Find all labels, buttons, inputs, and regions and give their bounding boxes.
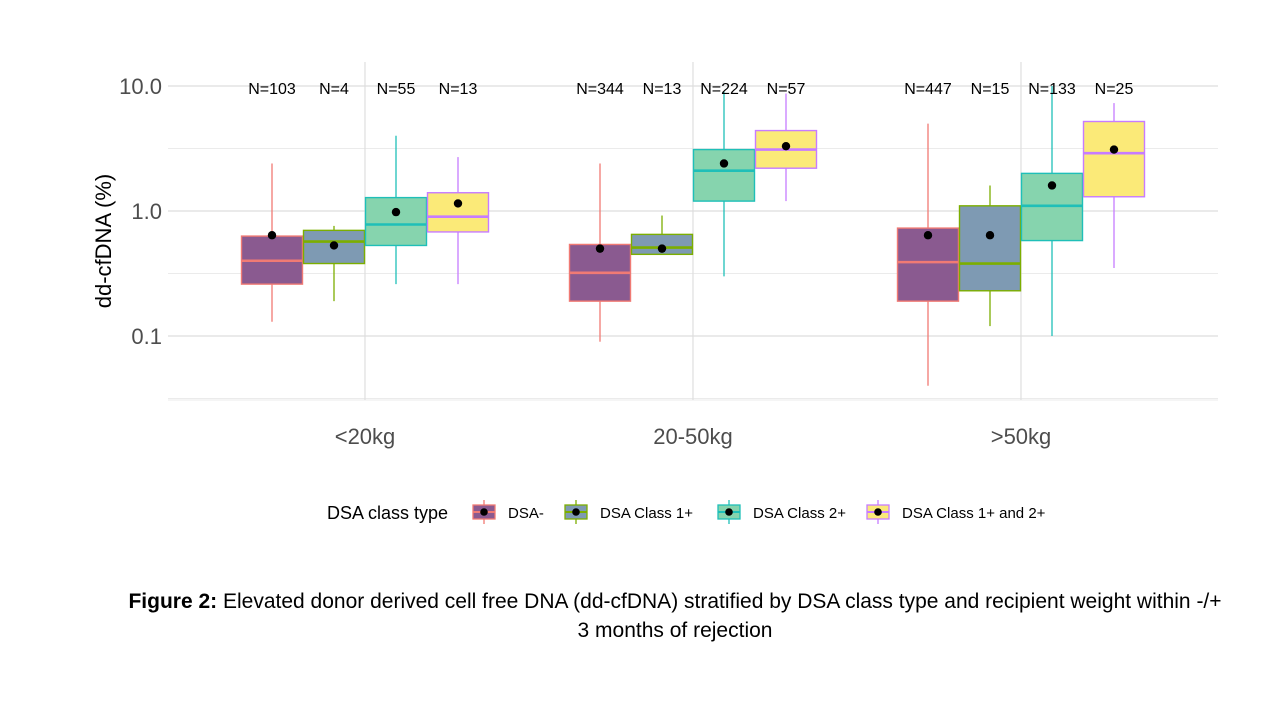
n-label: N=4: [319, 81, 349, 98]
legend-key-point: [572, 508, 580, 516]
legend-label: DSA Class 1+ and 2+: [902, 505, 1046, 522]
n-label: N=13: [643, 81, 682, 98]
box-dsa-class-1-and-2-50kg: [1082, 103, 1146, 268]
mean-point: [781, 141, 791, 151]
legend-key-point: [725, 508, 733, 516]
legend: DSA class type DSA- DSA Class 1+ DSA Class …: [327, 500, 1046, 524]
n-label: N=55: [377, 81, 416, 98]
box-dsa-class-2-20kg: [364, 135, 428, 285]
n-label: N=57: [767, 81, 806, 98]
caption-text: Elevated donor derived cell free DNA (dd…: [222, 590, 1222, 642]
box-dsa-class-1-50kg: [958, 185, 1022, 327]
legend-label: DSA Class 2+: [753, 505, 846, 522]
legend-item-dsa: DSA-: [472, 500, 544, 524]
y-tick-label: 10.0: [119, 74, 162, 99]
x-tick-label-20-50kg: 20-50kg: [653, 424, 733, 449]
figure-caption: Figure 2: Elevated donor derived cell fr…: [120, 587, 1230, 645]
legend-item-dsa-class-1-and-2: DSA Class 1+ and 2+: [866, 500, 1046, 524]
n-label: N=15: [971, 81, 1010, 98]
y-axis-label: dd-cfDNA (%): [91, 174, 116, 308]
legend-item-dsa-class-1: DSA Class 1+: [564, 500, 693, 524]
grid-lines: [168, 62, 1218, 401]
box-iqr: [630, 233, 694, 256]
box-dsa-20kg: [240, 163, 304, 322]
legend-label: DSA Class 1+: [600, 505, 693, 522]
legend-key-point: [480, 508, 488, 516]
box-iqr: [692, 148, 756, 202]
mean-point: [391, 207, 401, 217]
y-tick-label: 0.1: [131, 324, 162, 349]
mean-point: [453, 199, 463, 208]
box-series: [240, 86, 1146, 386]
mean-point: [985, 231, 995, 240]
sample-size-labels: N=103 N=344 N=447 N=4 N=13 N=15 N=55 N=224 N=133…: [248, 81, 1133, 98]
legend-title: DSA class type: [327, 503, 448, 523]
mean-point: [595, 244, 605, 253]
mean-point: [1109, 145, 1119, 154]
mean-point: [1047, 181, 1057, 190]
box-iqr: [1082, 120, 1146, 198]
box-dsa-class-1-and-2-20-50kg: [754, 93, 818, 202]
box-dsa-class-2-50kg: [1020, 86, 1084, 336]
legend-item-dsa-class-2: DSA Class 2+: [717, 500, 846, 524]
box-dsa-class-2-20-50kg: [692, 91, 756, 277]
box-iqr: [364, 196, 428, 247]
box-dsa-20-50kg: [568, 163, 632, 342]
axes: 0.1 1.0 10.0 <20kg 20-50kg >50kg dd-cfDNA (%): [91, 74, 1051, 449]
x-tick-label-50kg: >50kg: [991, 424, 1052, 449]
box-iqr: [426, 192, 490, 233]
mean-point: [719, 159, 729, 168]
box-iqr: [896, 227, 960, 302]
box-dsa-class-1-20kg: [302, 225, 366, 302]
mean-point: [329, 241, 339, 250]
n-label: N=133: [1028, 81, 1076, 98]
caption-label: Figure 2:: [128, 590, 218, 613]
n-label: N=344: [576, 81, 624, 98]
n-label: N=224: [700, 81, 748, 98]
legend-label: DSA-: [508, 505, 544, 522]
legend-key-point: [874, 508, 882, 516]
n-label: N=103: [248, 81, 296, 98]
box-dsa-class-1-20-50kg: [630, 215, 694, 256]
mean-point: [657, 244, 667, 253]
box-dsa-class-1-and-2-20kg: [426, 157, 490, 285]
mean-point: [267, 231, 277, 240]
n-label: N=447: [904, 81, 952, 98]
n-label: N=13: [439, 81, 478, 98]
box-iqr: [958, 205, 1022, 292]
box-dsa-50kg: [896, 123, 960, 386]
mean-point: [923, 231, 933, 240]
n-label: N=25: [1095, 81, 1134, 98]
x-tick-label-20kg: <20kg: [335, 424, 396, 449]
y-tick-label: 1.0: [131, 199, 162, 224]
